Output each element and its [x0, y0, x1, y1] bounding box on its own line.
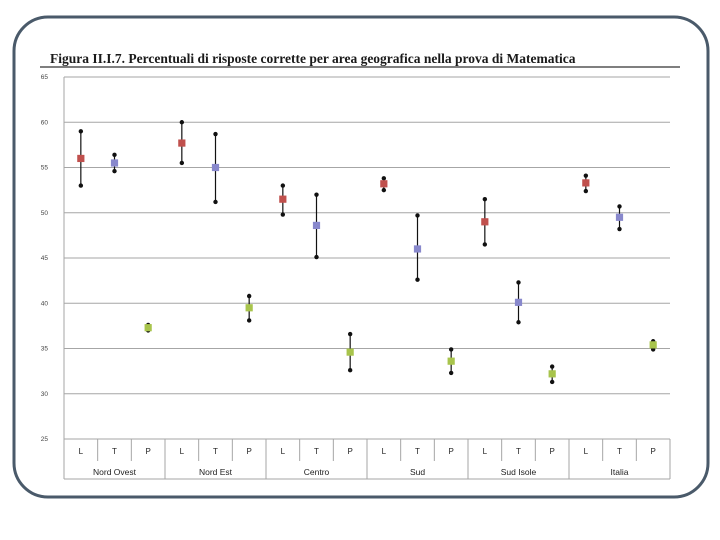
error-bar-low-cap [381, 187, 387, 193]
error-bar-high-cap [314, 192, 319, 197]
group-label: Sud Isole [501, 467, 537, 477]
group-label: Italia [611, 467, 629, 477]
error-bar-low-cap [549, 379, 555, 385]
subcategory-label: P [145, 447, 150, 456]
group-label: Nord Est [199, 467, 233, 477]
data-point-l [481, 218, 489, 226]
data-point-t [312, 221, 321, 230]
error-bar-high-cap [112, 152, 117, 158]
y-tick-label: 35 [41, 346, 49, 353]
data-point-p [649, 341, 657, 349]
error-bar-high-cap [78, 129, 84, 134]
subcategory-label: T [314, 447, 319, 456]
subcategory-label: L [382, 447, 387, 456]
subcategory-label: P [650, 447, 655, 456]
data-point-l [178, 139, 186, 147]
y-tick-label: 50 [41, 210, 49, 217]
subcategory-label: L [281, 447, 286, 456]
subcategory-label: P [448, 447, 453, 456]
subcategory-label: T [617, 447, 622, 456]
data-point-t [110, 159, 119, 167]
data-point-t [211, 163, 220, 172]
y-tick-label: 60 [41, 119, 49, 126]
error-bar-high-cap [617, 204, 622, 209]
error-bar-low-cap [482, 242, 488, 247]
error-bar-high-cap [179, 120, 185, 125]
subcategory-label: T [112, 447, 117, 456]
subcategory-label: L [584, 447, 589, 456]
data-point-l [380, 180, 388, 188]
subcategory-label: L [79, 447, 84, 456]
y-tick-label: 40 [41, 300, 49, 307]
error-bar-low-cap [112, 168, 117, 174]
subcategory-label: T [213, 447, 218, 456]
error-bar-low-cap [347, 368, 353, 373]
subcategory-label: P [347, 447, 352, 456]
y-tick-label: 45 [41, 255, 49, 262]
subcategory-label: T [516, 447, 521, 456]
error-bar-low-cap [280, 212, 286, 217]
data-point-p [346, 348, 354, 356]
error-bar-low-cap [314, 254, 319, 260]
axis-layer: 25 30 35 40 45 50 55 60 65 Nord Ovest L T P Nord Est L… [41, 74, 671, 480]
group-label: Sud [410, 467, 425, 477]
error-bar-low-cap [246, 318, 252, 323]
data-point-t [514, 298, 523, 306]
subcategory-label: P [246, 447, 251, 456]
data-point-p [447, 357, 455, 365]
data-point-l [582, 179, 590, 187]
error-bar-high-cap [482, 196, 488, 202]
data-point-p [144, 324, 152, 332]
error-bar-low-cap [617, 226, 622, 232]
chart-background [40, 48, 680, 486]
error-bar-high-cap [280, 183, 286, 188]
group-label: Centro [304, 467, 330, 477]
error-bar-high-cap [213, 131, 218, 137]
error-bar-low-cap [213, 199, 218, 205]
data-point-p [548, 370, 556, 378]
error-bar-high-cap [246, 293, 252, 299]
data-point-t [615, 213, 624, 221]
error-bar-low-cap [78, 183, 84, 188]
error-bar-low-cap [516, 320, 521, 325]
subcategory-label: P [549, 447, 554, 456]
group-label: Nord Ovest [93, 467, 137, 477]
data-point-p [245, 304, 253, 312]
subcategory-label: L [483, 447, 488, 456]
data-point-l [279, 195, 287, 203]
y-tick-label: 65 [41, 74, 49, 81]
error-bar-low-cap [583, 188, 589, 194]
error-bar-low-cap [415, 277, 420, 282]
chart-title: Figura II.I.7. Percentuali di risposte c… [50, 51, 576, 66]
error-bar-low-cap [179, 160, 185, 166]
error-bar-low-cap [448, 370, 454, 376]
error-bar-high-cap [583, 173, 589, 178]
error-bar-high-cap [381, 176, 387, 181]
error-bar-high-cap [516, 280, 521, 285]
subcategory-label: T [415, 447, 420, 456]
error-bar-high-cap [549, 364, 555, 369]
y-tick-label: 25 [41, 436, 49, 443]
data-point-l [77, 154, 85, 163]
error-bar-high-cap [347, 331, 353, 337]
subcategory-label: L [180, 447, 185, 456]
error-bar-high-cap [415, 213, 420, 218]
y-tick-label: 55 [41, 165, 49, 172]
error-bar-high-cap [448, 347, 454, 352]
y-tick-label: 30 [41, 391, 49, 398]
data-point-t [413, 245, 422, 253]
marks-layer [77, 120, 657, 385]
